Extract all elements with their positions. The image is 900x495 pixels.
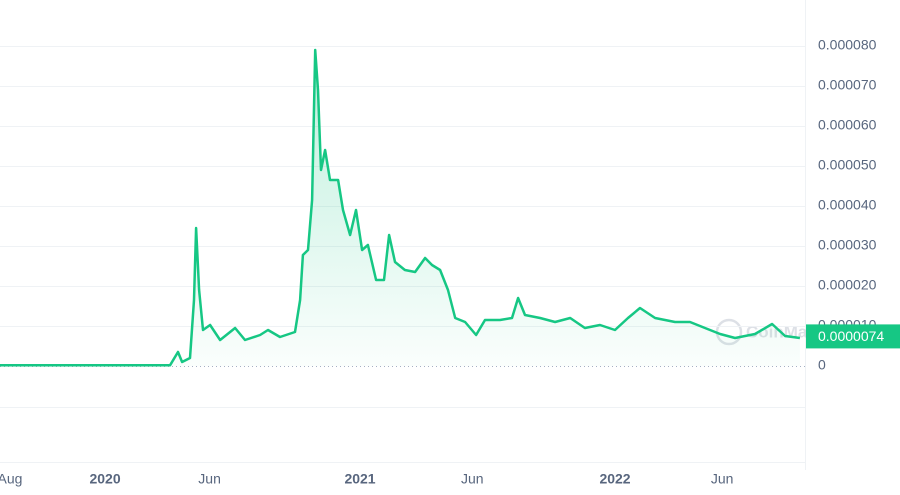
x-tick-label: 2020 bbox=[89, 471, 120, 487]
y-tick-label: 0 bbox=[818, 357, 826, 373]
y-tick-label: 0.000060 bbox=[818, 117, 877, 133]
current-price-box bbox=[806, 324, 900, 349]
y-tick-label: 0.000070 bbox=[818, 77, 877, 93]
price-area bbox=[0, 50, 800, 366]
x-tick-label: 2021 bbox=[344, 471, 375, 487]
x-tick-label: Jun bbox=[711, 471, 734, 487]
x-tick-label: 2022 bbox=[599, 471, 630, 487]
current-price-label: 0.0000074 bbox=[818, 328, 884, 344]
y-tick-label: 0.000080 bbox=[818, 37, 877, 53]
y-tick-label: 0.000020 bbox=[818, 277, 877, 293]
x-tick-label: Jun bbox=[198, 471, 221, 487]
x-tick-label: Jun bbox=[461, 471, 484, 487]
y-tick-label: 0.000050 bbox=[818, 157, 877, 173]
y-tick-label: 0.000040 bbox=[818, 197, 877, 213]
x-tick-label: Aug bbox=[0, 471, 22, 487]
price-line bbox=[0, 48, 801, 367]
y-tick-label: 0.000030 bbox=[818, 237, 877, 253]
